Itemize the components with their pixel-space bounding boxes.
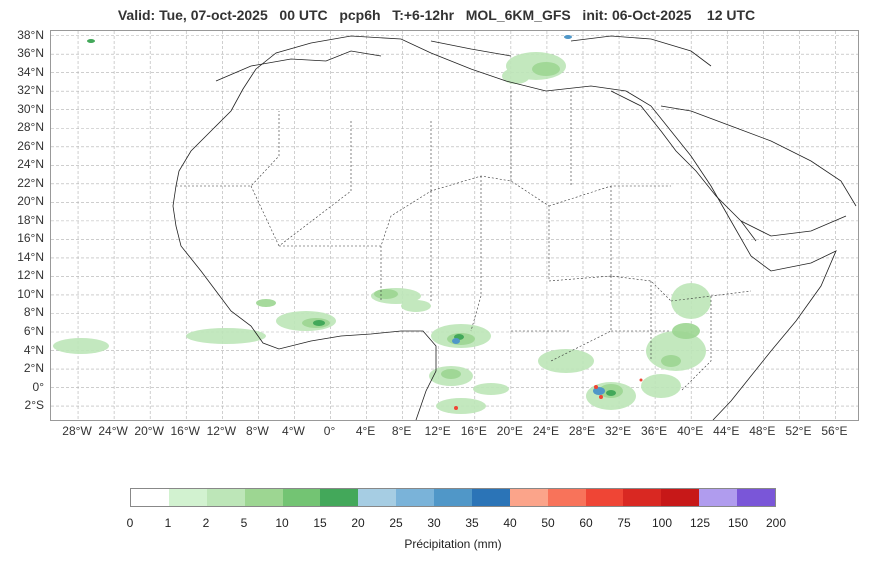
- lon-tick-label: 24°W: [98, 424, 128, 438]
- colorbar-segment: [737, 489, 775, 506]
- coastlines-and-borders: [172, 35, 857, 420]
- colorbar: [130, 488, 776, 507]
- colorbar-segment: [206, 489, 245, 506]
- colorbar-segment: [396, 489, 434, 506]
- lon-tick-label: 12°W: [206, 424, 237, 438]
- lat-tick-label: 22°N: [17, 175, 44, 190]
- lon-tick-label: 4°W: [282, 424, 305, 438]
- colorbar-segment: [471, 489, 510, 506]
- lon-tick-label: 32°E: [604, 424, 632, 438]
- colorbar-tick-label: 150: [727, 516, 749, 530]
- colorbar-tick-label: 20: [351, 516, 365, 530]
- lon-tick-label: 40°E: [677, 424, 704, 438]
- lat-tick-label: 14°N: [17, 249, 44, 264]
- lon-tick-label: 24°E: [532, 424, 559, 438]
- lon-tick-label: 48°E: [749, 424, 776, 438]
- colorbar-segment: [358, 489, 397, 506]
- colorbar-segment: [320, 489, 359, 506]
- colorbar-tick-label: 2: [202, 516, 210, 530]
- lon-tick-label: 20°W: [134, 424, 164, 438]
- lon-tick-label: 0°: [323, 424, 336, 438]
- colorbar-segment: [661, 489, 700, 506]
- lon-tick-label: 8°E: [391, 424, 412, 438]
- lon-tick-label: 36°E: [641, 424, 668, 438]
- map-canvas: [51, 31, 858, 420]
- lat-tick-label: 2°S: [24, 398, 44, 413]
- colorbar-tick-label: 0: [126, 516, 134, 530]
- lat-tick-label: 36°N: [17, 46, 44, 61]
- lat-tick-label: 38°N: [17, 27, 44, 42]
- lat-tick-label: 24°N: [17, 157, 44, 172]
- lon-tick-label: 44°E: [713, 424, 740, 438]
- colorbar-segment: [699, 489, 737, 506]
- lon-tick-label: 56°E: [821, 424, 848, 438]
- lat-tick-label: 12°N: [17, 268, 44, 283]
- lat-tick-label: 8°N: [23, 305, 44, 320]
- lat-tick-label: 18°N: [17, 212, 44, 227]
- lat-tick-label: 30°N: [17, 101, 44, 116]
- lat-tick-label: 32°N: [17, 83, 44, 98]
- lat-tick-label: 4°N: [23, 342, 44, 357]
- colorbar-segment: [244, 489, 283, 506]
- precipitation-layer: [53, 35, 711, 414]
- map-title: Valid: Tue, 07-oct-2025 00 UTC pcp6h T:+…: [117, 7, 756, 23]
- lon-tick-label: 4°E: [355, 424, 376, 438]
- colorbar-tick-label: 50: [541, 516, 555, 530]
- lon-tick-label: 8°W: [245, 424, 269, 438]
- country-borders: [176, 91, 752, 392]
- colorbar-segment: [547, 489, 586, 506]
- lon-tick-label: 20°E: [496, 424, 523, 438]
- colorbar-segment: [168, 489, 207, 506]
- colorbar-tick-label: 25: [389, 516, 403, 530]
- colorbar-tick-label: 100: [651, 516, 673, 530]
- lat-tick-label: 10°N: [17, 286, 44, 301]
- lon-tick-label: 16°W: [170, 424, 200, 438]
- lon-tick-label: 28°W: [62, 424, 92, 438]
- colorbar-label: Précipitation (mm): [404, 537, 502, 551]
- lat-tick-label: 2°N: [23, 361, 44, 376]
- lat-tick-label: 6°N: [23, 324, 44, 338]
- colorbar-tick-label: 200: [765, 516, 787, 530]
- colorbar-tick-label: 10: [275, 516, 289, 530]
- colorbar-tick-label: 60: [579, 516, 593, 530]
- lat-tick-label: 0°: [32, 379, 44, 394]
- colorbar-segment: [509, 489, 548, 506]
- lon-tick-label: 16°E: [460, 424, 487, 438]
- colorbar-segment: [585, 489, 624, 506]
- colorbar-tick-label: 30: [427, 516, 441, 530]
- graticule: [51, 31, 858, 420]
- lat-tick-label: 20°N: [17, 194, 44, 209]
- colorbar-tick-label: 40: [503, 516, 517, 530]
- lon-tick-label: 12°E: [424, 424, 451, 438]
- colorbar-segment: [434, 489, 472, 506]
- colorbar-tick-label: 1: [164, 516, 172, 530]
- lat-tick-label: 28°N: [17, 120, 44, 135]
- colorbar-tick-label: 5: [240, 516, 248, 530]
- colorbar-segment: [623, 489, 662, 506]
- lon-tick-label: 28°E: [568, 424, 596, 438]
- colorbar-segment: [282, 489, 321, 506]
- colorbar-tick-label: 75: [617, 516, 631, 530]
- colorbar-segment: [131, 489, 169, 506]
- lat-tick-label: 26°N: [17, 138, 44, 153]
- precipitation-map: [50, 30, 859, 421]
- colorbar-tick-label: 15: [313, 516, 327, 530]
- colorbar-tick-label: 35: [465, 516, 479, 530]
- lon-tick-label: 52°E: [785, 424, 812, 438]
- lat-tick-label: 34°N: [17, 64, 44, 79]
- colorbar-tick-label: 125: [689, 516, 711, 530]
- lat-tick-label: 16°N: [17, 231, 44, 246]
